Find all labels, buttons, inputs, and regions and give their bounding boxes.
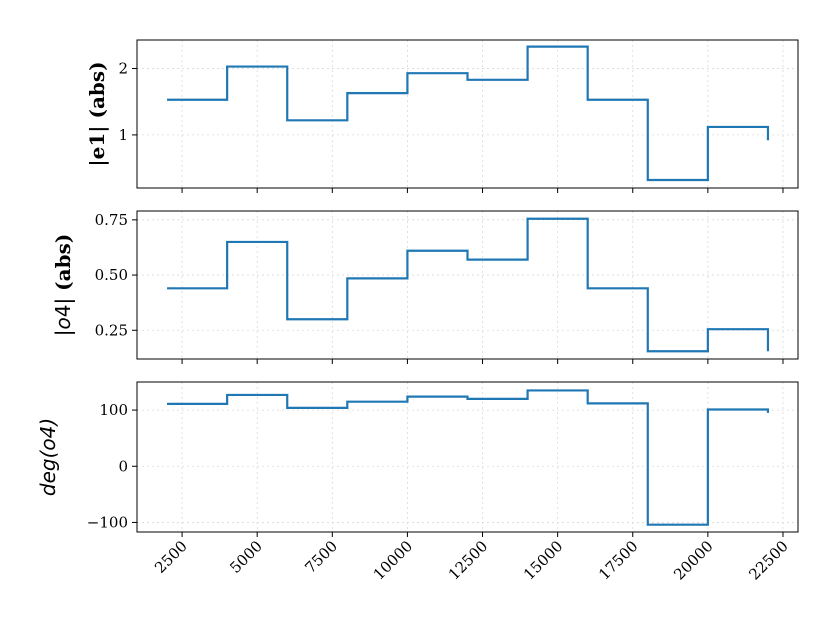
y-tick-label: 2 [118, 60, 128, 78]
y-tick-label: −100 [87, 513, 128, 531]
x-tick-label: 22500 [745, 537, 791, 583]
y-tick-label: 0 [118, 457, 128, 475]
y-tick-label: 100 [99, 401, 128, 419]
x-tick-label: 7500 [301, 537, 341, 577]
x-tick-label: 15000 [520, 537, 566, 583]
y-tick-label: 0.50 [95, 266, 128, 284]
x-tick-label: 20000 [670, 537, 716, 583]
y-tick-label: 0.25 [95, 321, 128, 339]
y-tick-label: 0.75 [95, 211, 128, 229]
x-tick-label: 5000 [226, 537, 266, 577]
panel-2: 0.25 0.50 0.75 |o4| (abs) [51, 210, 799, 364]
x-tick-label: 17500 [595, 537, 641, 583]
y-axis-label: |e1| (abs) [85, 61, 109, 166]
x-tick-label: 12500 [445, 537, 491, 583]
series-line [167, 45, 770, 182]
series-line [167, 217, 770, 353]
axes-frame [136, 381, 799, 533]
x-tick-label: 10000 [370, 537, 416, 583]
panel-3: −100 0 100 2500 5000 7500 10000 12500 15000 17500… [36, 381, 799, 584]
x-tick-label: 2500 [151, 537, 191, 577]
series-line [167, 389, 770, 526]
y-axis-label: |o4| (abs) [51, 234, 75, 337]
panel-1: 1 2 |e1| (abs) [85, 39, 799, 193]
y-axis-label: deg(o4) [36, 418, 60, 496]
axes-frame [136, 210, 799, 360]
axes-frame [136, 39, 799, 189]
y-tick-label: 1 [118, 126, 128, 144]
